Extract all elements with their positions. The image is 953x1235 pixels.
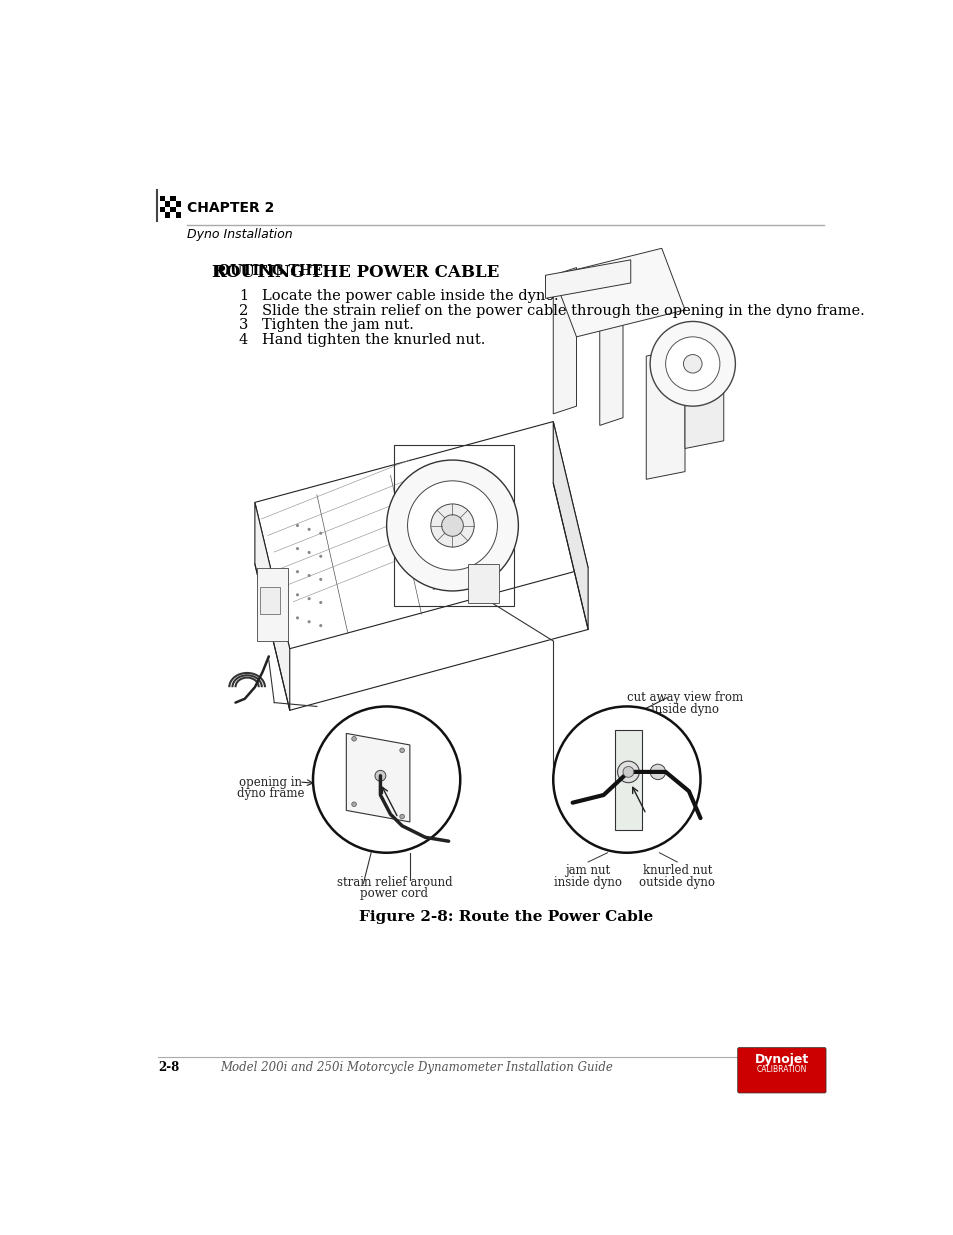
Text: CALIBRATION: CALIBRATION (756, 1065, 806, 1073)
Polygon shape (645, 348, 684, 479)
Bar (175, 206, 181, 212)
Text: Slide the strain relief on the power cable through the opening in the dyno frame: Slide the strain relief on the power cab… (261, 304, 863, 317)
Polygon shape (254, 421, 587, 648)
Circle shape (407, 480, 497, 571)
Circle shape (682, 354, 701, 373)
Circle shape (622, 767, 633, 777)
Bar (165, 212, 171, 217)
Bar (175, 201, 181, 206)
Circle shape (319, 555, 322, 558)
Polygon shape (615, 730, 641, 830)
Text: 2-8: 2-8 (158, 1061, 179, 1073)
Polygon shape (553, 268, 576, 414)
Bar (159, 206, 165, 212)
Text: jam nut: jam nut (565, 864, 610, 877)
Bar (159, 201, 165, 206)
Circle shape (307, 597, 311, 600)
Circle shape (352, 736, 356, 741)
Bar (159, 196, 165, 201)
Text: Hand tighten the knurled nut.: Hand tighten the knurled nut. (261, 333, 485, 347)
Circle shape (553, 706, 700, 852)
Circle shape (295, 524, 298, 527)
Circle shape (307, 551, 311, 555)
Polygon shape (346, 734, 410, 823)
Text: inside dyno: inside dyno (650, 703, 719, 715)
Bar (165, 201, 171, 206)
Polygon shape (545, 259, 630, 299)
Polygon shape (553, 421, 587, 630)
Circle shape (431, 504, 474, 547)
Text: CHAPTER 2: CHAPTER 2 (187, 200, 274, 215)
Bar (171, 206, 175, 212)
Polygon shape (599, 279, 622, 425)
Polygon shape (254, 503, 290, 710)
Circle shape (352, 802, 356, 806)
Circle shape (295, 547, 298, 550)
Circle shape (295, 593, 298, 597)
Circle shape (295, 616, 298, 620)
Bar (171, 196, 175, 201)
Bar (175, 196, 181, 201)
Text: Tighten the jam nut.: Tighten the jam nut. (261, 319, 414, 332)
Bar (171, 201, 175, 206)
Bar (165, 196, 171, 201)
Polygon shape (684, 341, 723, 448)
Circle shape (386, 461, 517, 592)
Circle shape (375, 771, 385, 782)
Text: OUTING THE: OUTING THE (218, 264, 323, 278)
Text: dyno frame: dyno frame (236, 787, 304, 800)
Text: Figure 2-8: Route the Power Cable: Figure 2-8: Route the Power Cable (359, 910, 653, 925)
Circle shape (319, 531, 322, 535)
Circle shape (649, 764, 665, 779)
Text: knurled nut: knurled nut (642, 864, 711, 877)
Text: strain relief around: strain relief around (336, 876, 452, 889)
Text: MC076A: MC076A (431, 583, 474, 593)
Bar (165, 206, 171, 212)
Text: Locate the power cable inside the dyno.: Locate the power cable inside the dyno. (261, 289, 558, 303)
Circle shape (313, 706, 459, 852)
Text: 4: 4 (238, 333, 248, 347)
Circle shape (319, 578, 322, 580)
Circle shape (319, 624, 322, 627)
Text: opening in: opening in (238, 776, 301, 789)
Text: inside dyno: inside dyno (554, 876, 621, 889)
Text: 3: 3 (238, 319, 248, 332)
Circle shape (319, 601, 322, 604)
Text: 1: 1 (238, 289, 248, 303)
Text: ROUTING THE POWER CABLE: ROUTING THE POWER CABLE (212, 264, 499, 280)
Circle shape (399, 814, 404, 819)
Circle shape (649, 321, 735, 406)
FancyBboxPatch shape (737, 1047, 825, 1093)
Bar (159, 212, 165, 217)
Circle shape (307, 527, 311, 531)
Polygon shape (468, 564, 498, 603)
Text: outside dyno: outside dyno (639, 876, 715, 889)
Text: Dyno Installation: Dyno Installation (187, 228, 293, 241)
Circle shape (441, 515, 463, 536)
Text: cut away view from: cut away view from (626, 692, 742, 704)
Circle shape (617, 761, 639, 783)
Bar (171, 212, 175, 217)
Polygon shape (260, 587, 280, 614)
Circle shape (307, 574, 311, 577)
Circle shape (665, 337, 720, 390)
Polygon shape (257, 568, 288, 641)
Text: Model 200i and 250i Motorcycle Dynamometer Installation Guide: Model 200i and 250i Motorcycle Dynamomet… (220, 1061, 612, 1073)
Polygon shape (553, 248, 684, 337)
Circle shape (295, 571, 298, 573)
Bar (175, 212, 181, 217)
Text: power cord: power cord (360, 888, 428, 900)
Circle shape (399, 748, 404, 752)
Circle shape (307, 620, 311, 624)
Text: Dynojet: Dynojet (754, 1053, 808, 1066)
Text: R: R (212, 264, 226, 280)
Text: 2: 2 (238, 304, 248, 317)
